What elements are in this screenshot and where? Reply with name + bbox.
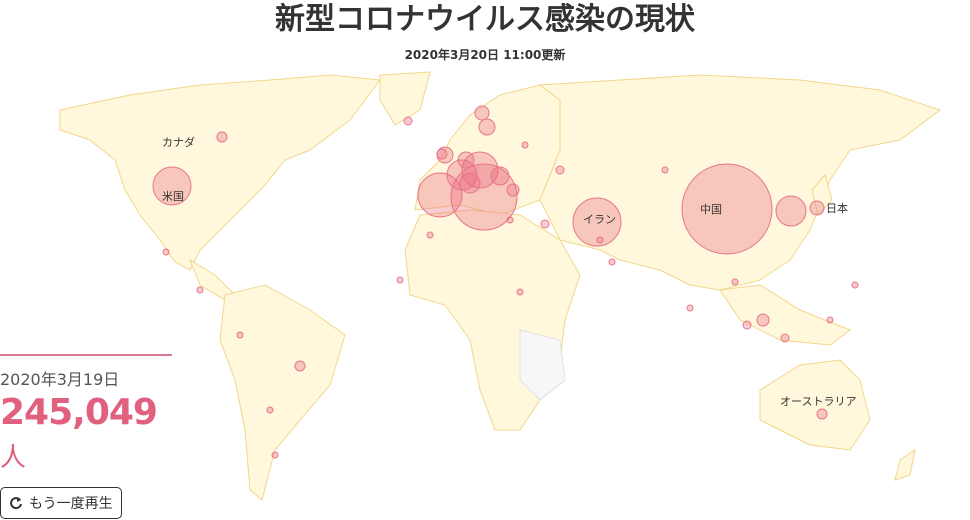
label-usa: 米国 [162,190,184,203]
replay-label: もう一度再生 [29,496,113,512]
stats-panel: 2020年3月19日 245,049 人 もう一度再生 [0,354,172,519]
case-bubble [417,172,463,218]
case-count: 245,049 人 [0,392,172,479]
case-bubble [608,258,616,266]
case-bubble [661,166,669,174]
case-bubble [403,116,413,126]
unlisted-region [519,329,566,401]
case-bubble [236,331,244,339]
label-china: 中国 [700,203,722,216]
case-bubble [436,148,448,160]
land-masses [59,71,942,501]
divider [0,354,172,356]
case-count-value: 245,049 [0,392,158,433]
update-timestamp: 2020年3月20日 11:00更新 [404,48,566,62]
country-labels: カナダ 米国 イラン 中国 日本 オーストラリア [162,135,856,408]
case-bubble [731,278,739,286]
south-america [219,284,346,501]
case-bubble [216,131,228,143]
greenland [379,71,431,126]
case-bubble [152,166,192,206]
case-bubble [459,172,481,194]
case-bubble [742,320,752,330]
label-iran: イラン [583,213,616,226]
stats-date: 2020年3月19日 [0,370,120,389]
case-bubble [396,276,404,284]
case-bubbles [152,105,859,459]
case-bubble [271,451,279,459]
case-bubble [294,360,306,372]
case-bubble [540,219,550,229]
case-bubble [686,304,694,312]
case-count-unit: 人 [0,443,26,473]
label-japan: 日本 [826,201,848,215]
case-bubble [826,316,834,324]
case-bubble [506,216,514,224]
page-title: 新型コロナウイルス感染の現状 [275,2,695,37]
case-bubble [816,408,828,420]
case-bubble [450,163,518,231]
case-bubble [681,163,773,255]
case-bubble [490,166,510,186]
case-bubble [266,406,274,414]
case-bubble [457,151,475,169]
case-bubble [461,151,499,189]
north-america [59,74,381,271]
label-australia: オーストラリア [780,395,856,408]
southeast-asia [719,284,852,346]
australia [759,359,871,451]
case-bubble [506,183,520,197]
case-bubble [596,236,604,244]
label-canada: カナダ [162,135,195,149]
replay-button[interactable]: もう一度再生 [0,487,122,519]
case-bubble [809,200,825,216]
case-bubble [162,248,170,256]
case-bubble [196,286,204,294]
case-bubble [756,313,770,327]
new-zealand [894,448,916,481]
asia [538,74,942,291]
case-bubble [426,231,434,239]
case-bubble [521,141,529,149]
world-map: カナダ 米国 イラン 中国 日本 オーストラリア [59,71,942,501]
africa [404,209,581,431]
case-bubble [474,105,490,121]
case-bubble [478,118,496,136]
case-bubble [516,288,524,296]
japan-islands [811,173,833,217]
case-bubble [851,281,859,289]
case-bubble [555,165,565,175]
case-bubble [572,197,622,247]
case-bubble [780,333,790,343]
redo-icon [10,497,22,510]
case-bubble [775,195,807,227]
